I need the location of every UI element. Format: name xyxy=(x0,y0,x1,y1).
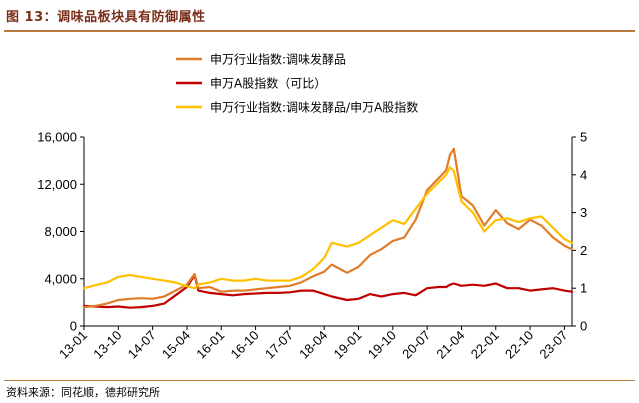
x-tick-label: 13-10 xyxy=(90,328,124,362)
y-left-tick-label: 0 xyxy=(70,319,77,334)
legend-label-2: 申万A股指数（可比） xyxy=(210,76,326,91)
series-line-2 xyxy=(82,274,574,309)
y-left-tick-label: 16,000 xyxy=(37,130,77,145)
x-tick-label: 17-07 xyxy=(262,328,296,362)
legend-label-3: 申万行业指数:调味发酵品/申万A股指数 xyxy=(210,100,418,115)
x-tick-label: 19-01 xyxy=(331,328,365,362)
figure-title: 图 13：调味品板块具有防御属性 xyxy=(6,10,206,25)
x-tick-label: 14-07 xyxy=(125,328,159,362)
y-left-tick-label: 4,000 xyxy=(44,271,77,286)
x-tick-label: 16-01 xyxy=(193,328,227,362)
x-tick-label: 23-07 xyxy=(536,328,570,362)
source-note: 资料来源：同花顺，德邦研究所 xyxy=(6,386,160,399)
y-right-tick-label: 3 xyxy=(580,205,587,220)
y-left-tick-label: 12,000 xyxy=(37,177,77,192)
source-rule xyxy=(4,380,635,381)
y-right-tick-label: 0 xyxy=(580,319,587,334)
series-line-3 xyxy=(82,166,574,290)
x-tick-label: 22-01 xyxy=(468,328,502,362)
legend-label-1: 申万行业指数:调味发酵品 xyxy=(210,52,346,67)
y-right-tick-label: 4 xyxy=(580,167,587,182)
x-tick-label: 15-04 xyxy=(159,328,193,362)
x-tick-label: 21-04 xyxy=(433,328,467,362)
x-tick-label: 22-10 xyxy=(502,328,536,362)
x-tick-label: 16-10 xyxy=(228,328,262,362)
y-left-tick-label: 8,000 xyxy=(44,224,77,239)
y-right-tick-label: 1 xyxy=(580,281,587,296)
x-tick-label: 18-04 xyxy=(296,328,330,362)
y-right-tick-label: 5 xyxy=(580,130,587,145)
x-tick-label: 20-07 xyxy=(399,328,433,362)
y-right-tick-label: 2 xyxy=(580,243,587,258)
x-tick-label: 13-01 xyxy=(56,328,90,362)
title-rule xyxy=(4,30,635,32)
x-tick-label: 19-10 xyxy=(365,328,399,362)
series-line-1 xyxy=(82,147,574,309)
